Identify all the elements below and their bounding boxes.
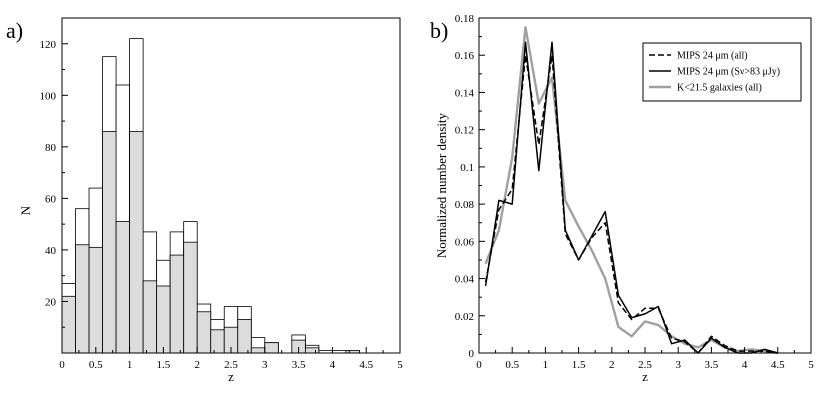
bar-subset xyxy=(115,221,131,354)
y-tick-label: 0.14 xyxy=(455,87,475,99)
x-tick-label: 2 xyxy=(609,359,615,371)
x-tick-label: 0 xyxy=(476,359,482,371)
x-tick-label: 5 xyxy=(808,359,814,371)
legend-box xyxy=(642,42,802,102)
bar-subset xyxy=(237,319,252,354)
y-tick-label: 20 xyxy=(45,296,57,308)
x-tick-label: 3 xyxy=(675,359,681,371)
bar-subset xyxy=(210,329,225,354)
y-tick-label: 80 xyxy=(45,142,57,154)
bar-subset xyxy=(142,280,158,354)
x-tick-label: 1 xyxy=(127,359,133,371)
x-tick-label: 3 xyxy=(262,359,268,371)
density-lines xyxy=(484,26,779,355)
y-tick-label: 0.12 xyxy=(455,125,474,137)
y-tick-label: 0.04 xyxy=(455,274,475,286)
y-tick-label: 0.1 xyxy=(460,162,474,174)
bar-subset xyxy=(75,244,90,354)
x-tick-label: 0.5 xyxy=(505,359,519,371)
density-panel: b) 0 0.5 1 1.5 2 2.5 3 3.5 4 4.5 5 0 0.02 0.04 0.06 0.… xyxy=(430,13,814,384)
bar-subset xyxy=(183,241,198,354)
y-axis-title-b: Normalized number density xyxy=(434,112,449,258)
x-tick-label: 2 xyxy=(194,359,200,371)
x-ticks-b: 0 0.5 1 1.5 2 2.5 3 3.5 4 4.5 5 xyxy=(476,347,814,371)
x-tick-label: 4 xyxy=(330,359,336,371)
bar-subset xyxy=(196,311,212,354)
histogram-panel: a) 0 0.5 1 1.5 2 2.5 3 3.5 4 4.5 5 20406080100120 … xyxy=(6,17,403,384)
x-tick-label: 1.5 xyxy=(157,359,171,371)
legend-entry-k-galaxies: K<21.5 galaxies (all) xyxy=(677,83,762,94)
x-tick-label: 1 xyxy=(543,359,549,371)
bar-subset xyxy=(61,295,76,354)
x-tick-label: 3.5 xyxy=(292,359,306,371)
y-tick-label: 40 xyxy=(45,245,57,257)
x-tick-label: 2.5 xyxy=(224,359,238,371)
y-tick-label: 0.06 xyxy=(455,236,475,248)
x-tick-label: 4.5 xyxy=(359,359,373,371)
legend-entry-mips-bright: MIPS 24 μm (Sν>83 μJy) xyxy=(677,67,780,78)
bar-subset xyxy=(88,246,103,354)
bar-subset xyxy=(169,254,185,354)
x-axis-title-a: z xyxy=(228,369,234,384)
bar-subset xyxy=(250,347,266,354)
series-line-mips-all xyxy=(484,54,778,354)
y-tick-label: 60 xyxy=(45,193,57,205)
x-tick-label: 1.5 xyxy=(572,359,586,371)
bar-subset xyxy=(129,130,144,354)
x-tick-label: 4.5 xyxy=(771,359,785,371)
y-tick-label: 100 xyxy=(40,90,57,102)
x-tick-label: 0.5 xyxy=(89,359,103,371)
legend-entry-mips-all: MIPS 24 μm (all) xyxy=(677,51,748,62)
series-line-mips-bright xyxy=(484,41,779,354)
y-ticks-a: 20 40 60 80 100 120 xyxy=(40,17,68,328)
y-tick-label: 0.08 xyxy=(455,199,475,211)
bar-subset xyxy=(304,347,320,354)
y-tick-label: 0.18 xyxy=(455,13,475,25)
bar-subset xyxy=(156,285,171,354)
x-tick-label: 5 xyxy=(397,359,403,371)
bar-subset xyxy=(102,130,117,354)
x-tick-label: 3.5 xyxy=(705,359,719,371)
y-tick-label: 0 xyxy=(469,348,475,360)
y-tick-label: 0.02 xyxy=(455,311,474,323)
x-tick-label: 2.5 xyxy=(638,359,652,371)
bar-subset xyxy=(264,342,279,354)
x-tick-label: 4 xyxy=(742,359,748,371)
legend: MIPS 24 μm (all) MIPS 24 μm (Sν>83 μJy) K<… xyxy=(642,42,802,102)
y-ticks-b: 0 0.02 0.04 0.06 0.08 0.1 0.12 0.14 0.16 0.18 xyxy=(455,13,485,360)
x-axis-title-b: z xyxy=(642,369,648,384)
panel-b-letter: b) xyxy=(430,18,448,43)
histogram-filled-bars xyxy=(61,130,360,354)
y-tick-label: 0.16 xyxy=(455,50,475,62)
y-axis-title-a: N xyxy=(18,205,33,215)
x-ticks-a: 0 0.5 1 1.5 2 2.5 3 3.5 4 4.5 5 xyxy=(59,347,403,371)
y-tick-label: 120 xyxy=(40,39,57,51)
panel-a-letter: a) xyxy=(6,18,23,43)
x-tick-label: 0 xyxy=(59,359,65,371)
